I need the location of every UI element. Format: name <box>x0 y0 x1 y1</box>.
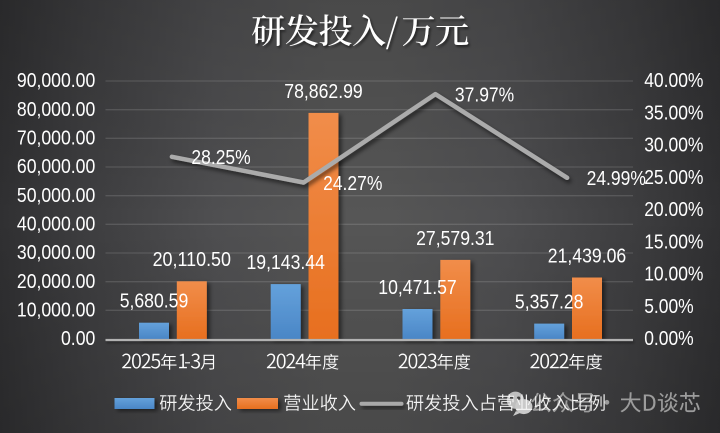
svg-text:25.00%: 25.00% <box>644 167 703 189</box>
svg-text:20,110.50: 20,110.50 <box>153 249 231 271</box>
svg-text:0.00%: 0.00% <box>644 328 694 350</box>
svg-text:5.00%: 5.00% <box>644 296 694 318</box>
svg-text:40.00%: 40.00% <box>644 70 703 92</box>
svg-text:28.25%: 28.25% <box>191 147 250 169</box>
svg-text:20.00%: 20.00% <box>644 199 703 221</box>
svg-text:40,000.00: 40,000.00 <box>17 213 95 235</box>
svg-text:50,000.00: 50,000.00 <box>17 185 95 207</box>
svg-text:80,000.00: 80,000.00 <box>17 99 95 121</box>
svg-text:10,000.00: 10,000.00 <box>17 299 95 321</box>
svg-text:10,471.57: 10,471.57 <box>378 277 456 299</box>
svg-text:20,000.00: 20,000.00 <box>17 271 95 293</box>
svg-text:30.00%: 30.00% <box>644 135 703 157</box>
svg-text:24.27%: 24.27% <box>323 173 382 195</box>
svg-text:70,000.00: 70,000.00 <box>17 127 95 149</box>
svg-text:37.97%: 37.97% <box>455 84 514 106</box>
svg-text:5,680.59: 5,680.59 <box>120 291 189 313</box>
svg-text:5,357.28: 5,357.28 <box>515 292 584 314</box>
svg-text:21,439.06: 21,439.06 <box>548 245 626 267</box>
svg-text:0.00: 0.00 <box>61 328 95 350</box>
svg-text:78,862.99: 78,862.99 <box>284 81 362 103</box>
svg-text:19,143.44: 19,143.44 <box>247 252 325 274</box>
svg-text:90,000.00: 90,000.00 <box>17 70 95 92</box>
svg-text:60,000.00: 60,000.00 <box>17 156 95 178</box>
svg-text:30,000.00: 30,000.00 <box>17 242 95 264</box>
svg-text:24.99%: 24.99% <box>587 168 646 190</box>
svg-text:27,579.31: 27,579.31 <box>416 228 494 250</box>
svg-text:10.00%: 10.00% <box>644 264 703 286</box>
svg-text:15.00%: 15.00% <box>644 231 703 253</box>
svg-text:35.00%: 35.00% <box>644 102 703 124</box>
